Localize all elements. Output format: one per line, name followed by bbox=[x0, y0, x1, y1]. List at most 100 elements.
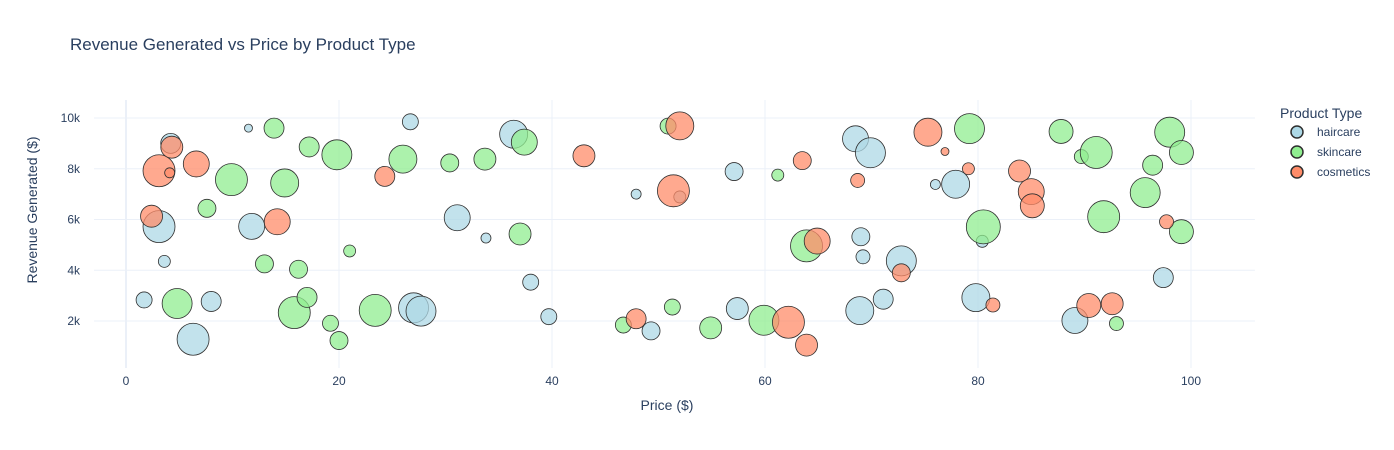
data-point bbox=[176, 322, 210, 356]
data-point bbox=[244, 123, 253, 133]
data-point bbox=[322, 314, 339, 332]
y-axis-ticks: 2k 4k 6k 8k 10k bbox=[61, 111, 81, 328]
data-point bbox=[1152, 267, 1174, 289]
series-skincare bbox=[161, 113, 1194, 350]
data-point bbox=[182, 150, 210, 178]
x-tick-label: 20 bbox=[332, 374, 346, 388]
legend-marker-haircare bbox=[1290, 125, 1304, 139]
data-point bbox=[772, 305, 805, 339]
data-point bbox=[238, 212, 266, 240]
y-tick-label: 2k bbox=[67, 314, 81, 328]
data-point bbox=[1142, 154, 1164, 176]
data-point bbox=[1154, 116, 1186, 148]
data-point bbox=[1129, 177, 1161, 209]
data-point bbox=[1079, 136, 1113, 169]
legend-label-cosmetics: cosmetics bbox=[1317, 165, 1370, 179]
data-point bbox=[1169, 219, 1194, 245]
data-point bbox=[985, 297, 1001, 313]
legend-label-haircare: haircare bbox=[1317, 125, 1361, 139]
data-point bbox=[1019, 193, 1045, 219]
data-point bbox=[480, 232, 492, 244]
data-point bbox=[401, 113, 419, 131]
data-point bbox=[263, 117, 285, 139]
data-point bbox=[358, 293, 392, 327]
data-point bbox=[374, 165, 396, 187]
data-point bbox=[855, 137, 886, 169]
data-point bbox=[803, 227, 831, 255]
data-point bbox=[200, 291, 222, 312]
data-point bbox=[725, 297, 749, 320]
data-point bbox=[572, 144, 596, 168]
data-point bbox=[850, 173, 866, 188]
data-point bbox=[891, 263, 911, 283]
data-point bbox=[157, 254, 171, 268]
data-point bbox=[443, 204, 471, 232]
legend-label-skincare: skincare bbox=[1317, 145, 1362, 159]
data-point bbox=[215, 163, 248, 197]
data-point bbox=[795, 333, 818, 357]
y-axis-title: Revenue Generated ($) bbox=[24, 136, 40, 283]
x-axis-title: Price ($) bbox=[641, 397, 694, 413]
data-point bbox=[851, 227, 871, 247]
x-tick-label: 40 bbox=[545, 374, 559, 388]
data-point bbox=[142, 154, 176, 188]
data-point bbox=[630, 188, 642, 200]
points-layer bbox=[135, 111, 1194, 357]
data-point bbox=[388, 144, 418, 174]
data-point bbox=[289, 259, 308, 279]
data-point bbox=[1076, 293, 1102, 318]
data-point bbox=[270, 168, 300, 198]
data-point bbox=[940, 147, 950, 156]
data-point bbox=[1159, 214, 1174, 230]
series-cosmetics bbox=[140, 111, 1174, 357]
legend-items: haircare skincare cosmetics bbox=[1290, 125, 1370, 179]
data-point bbox=[1100, 292, 1124, 316]
legend-marker-skincare bbox=[1290, 145, 1304, 159]
data-point bbox=[845, 296, 875, 325]
data-point bbox=[135, 291, 153, 309]
x-tick-label: 100 bbox=[1181, 374, 1201, 388]
y-tick-label: 4k bbox=[67, 263, 81, 277]
data-point bbox=[961, 283, 991, 313]
data-point bbox=[913, 117, 943, 147]
data-point bbox=[510, 128, 538, 156]
data-point bbox=[1048, 119, 1074, 144]
data-point bbox=[263, 208, 291, 236]
data-point bbox=[296, 287, 318, 308]
data-point bbox=[665, 111, 695, 141]
data-point bbox=[625, 308, 647, 330]
data-point bbox=[540, 308, 558, 326]
data-point bbox=[508, 222, 532, 246]
y-tick-label: 6k bbox=[67, 213, 81, 227]
data-point bbox=[197, 198, 217, 218]
data-point bbox=[1109, 316, 1124, 331]
x-tick-label: 60 bbox=[758, 374, 772, 388]
chart-title: Revenue Generated vs Price by Product Ty… bbox=[70, 35, 416, 54]
data-point bbox=[321, 139, 353, 171]
data-point bbox=[771, 168, 785, 182]
data-point bbox=[160, 135, 184, 159]
data-point bbox=[343, 244, 357, 258]
data-point bbox=[941, 169, 971, 199]
x-tick-label: 0 bbox=[123, 374, 130, 388]
data-point bbox=[962, 162, 975, 176]
legend: Product Type haircare skincare cosmetics bbox=[1280, 105, 1370, 179]
data-point bbox=[522, 273, 540, 291]
data-point bbox=[140, 204, 163, 228]
data-point bbox=[965, 209, 1001, 245]
data-point bbox=[440, 153, 460, 173]
y-tick-label: 10k bbox=[61, 111, 81, 125]
data-point bbox=[954, 113, 985, 145]
data-point bbox=[255, 254, 274, 274]
data-point bbox=[405, 295, 437, 327]
data-point bbox=[792, 151, 812, 171]
y-tick-label: 8k bbox=[67, 162, 81, 176]
data-point bbox=[164, 167, 176, 179]
data-point bbox=[1087, 200, 1121, 234]
data-point bbox=[329, 331, 349, 350]
data-point bbox=[473, 147, 497, 171]
data-point bbox=[1008, 159, 1031, 183]
x-tick-label: 80 bbox=[971, 374, 985, 388]
data-point bbox=[663, 298, 681, 316]
